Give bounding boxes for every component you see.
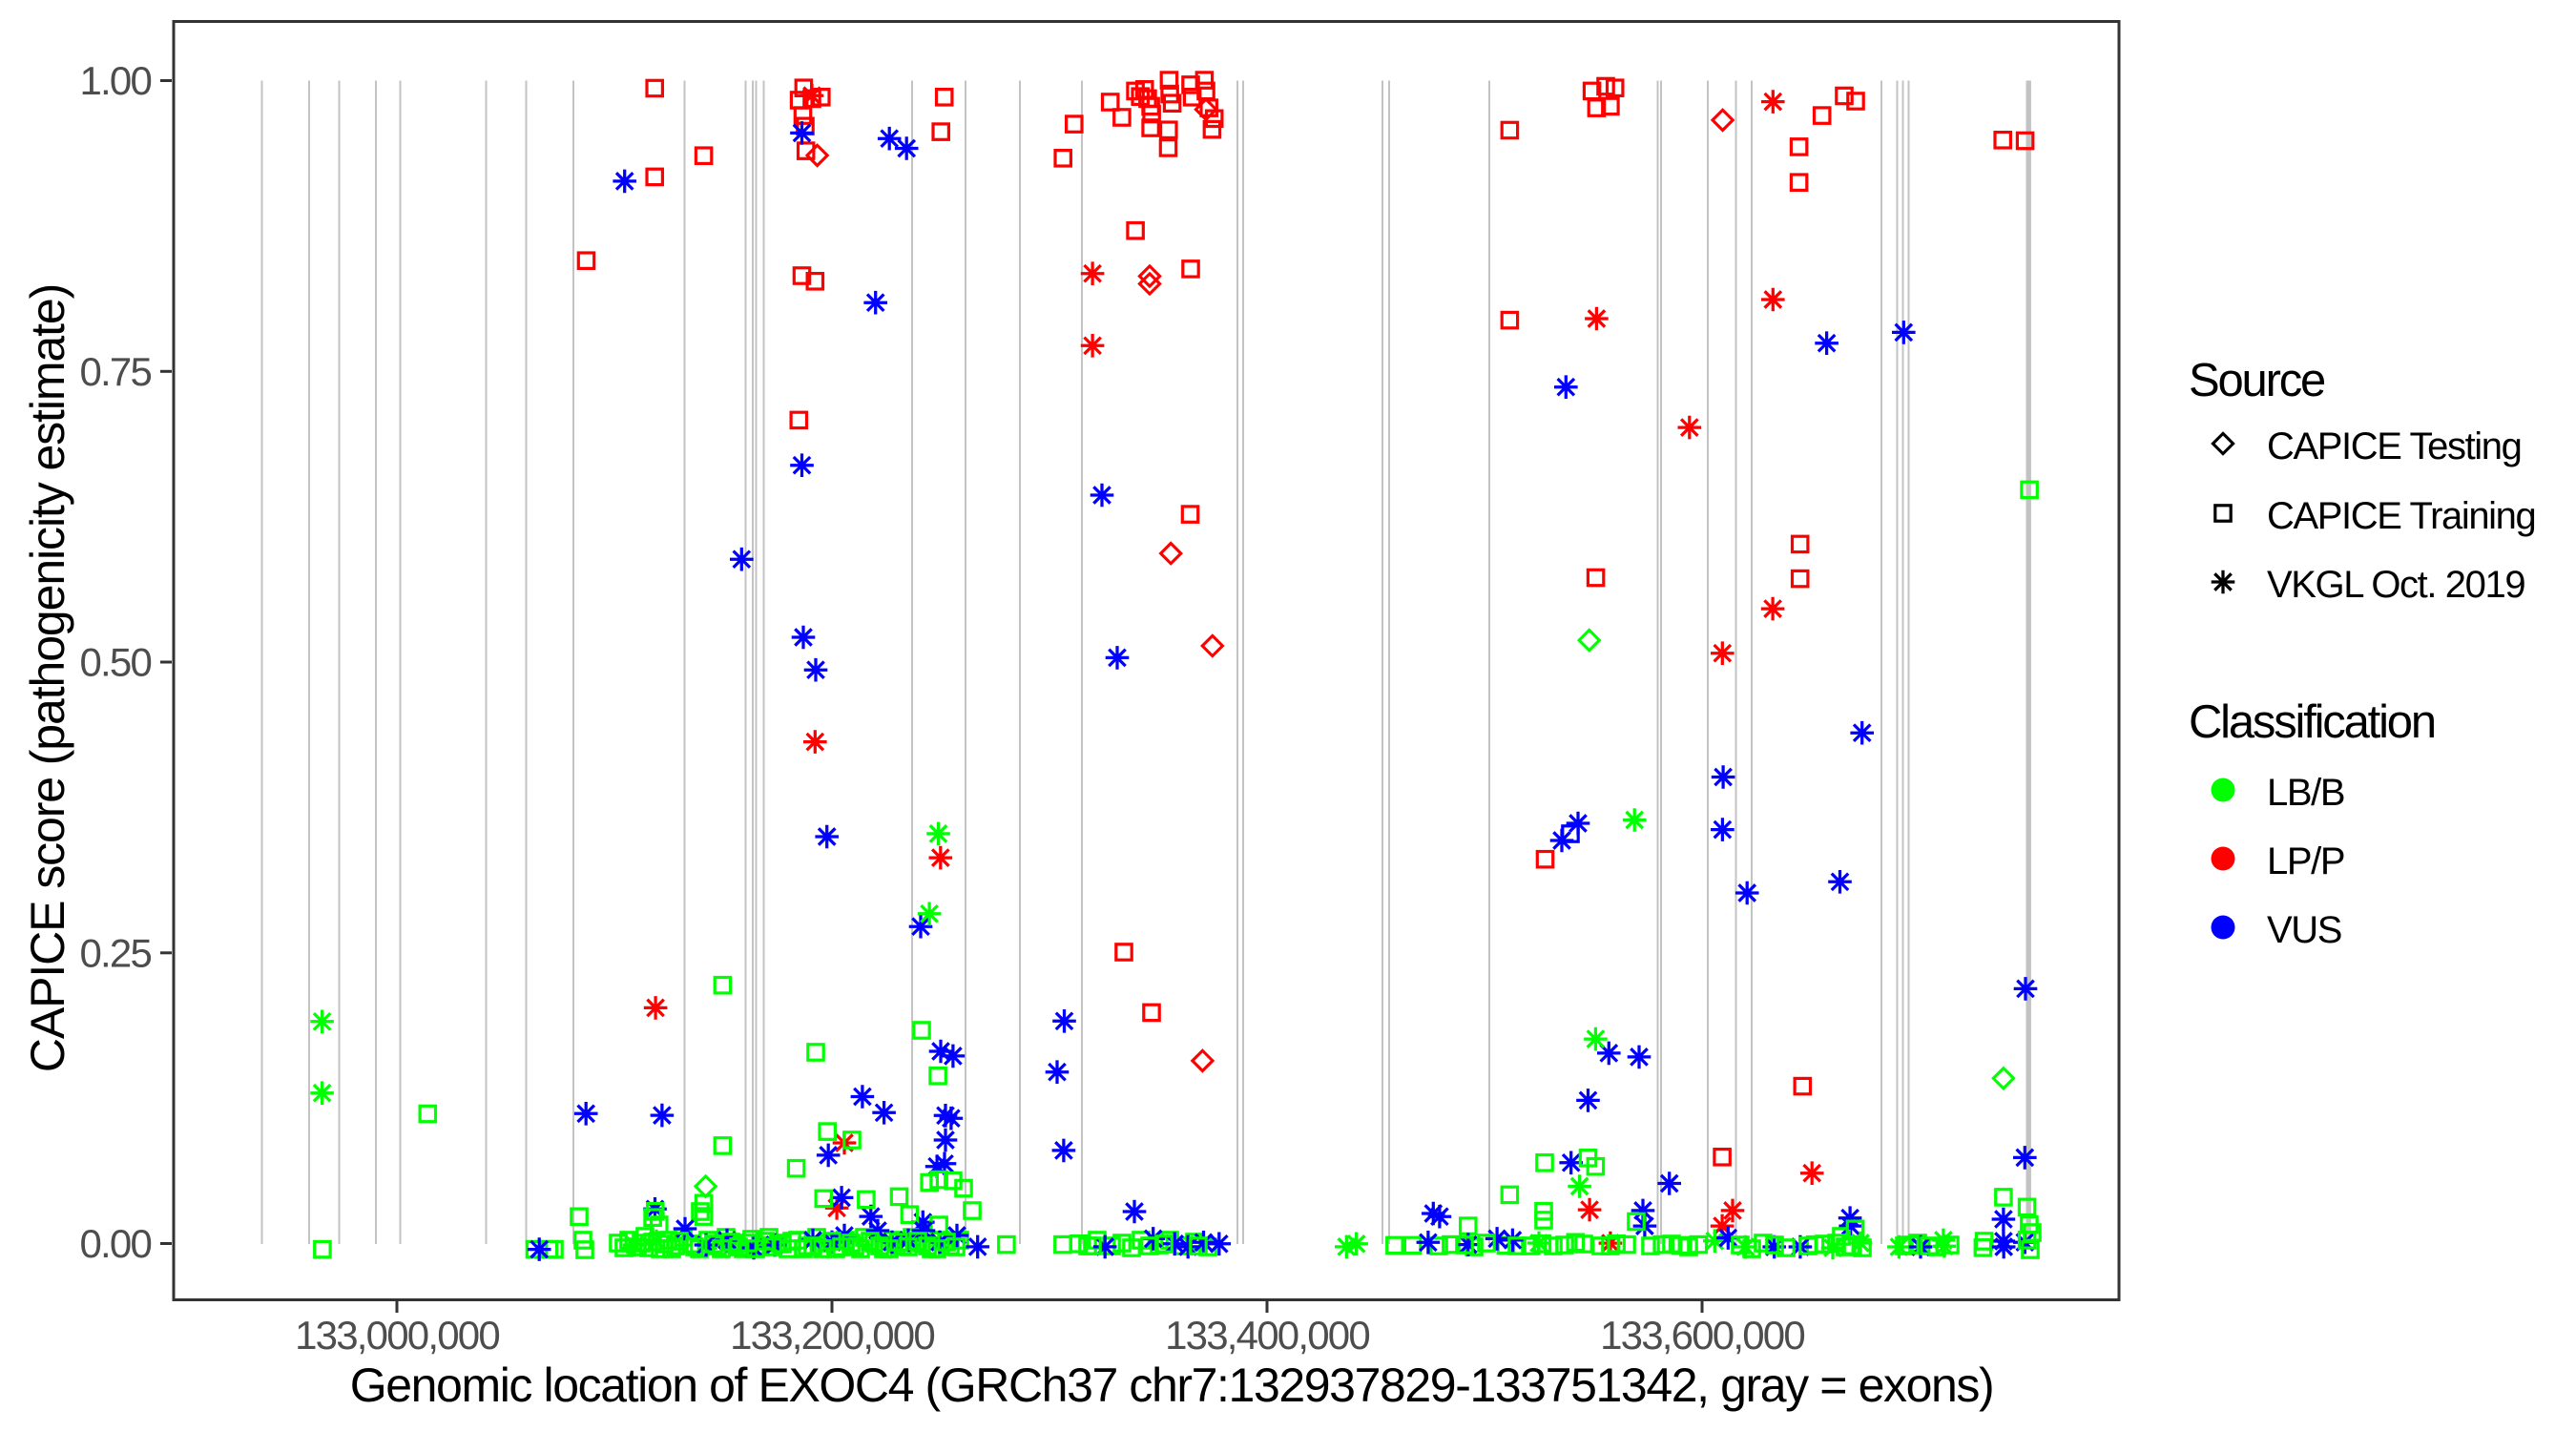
svg-text:CAPICE Testing: CAPICE Testing [2267,425,2521,467]
svg-text:LP/P: LP/P [2267,840,2344,882]
svg-text:VUS: VUS [2267,909,2341,951]
svg-text:0.75: 0.75 [79,349,151,394]
svg-text:133,200,000: 133,200,000 [730,1313,934,1358]
svg-text:LB/B: LB/B [2267,772,2344,814]
svg-text:0.00: 0.00 [79,1221,151,1266]
svg-text:Source: Source [2189,355,2325,406]
svg-text:1.00: 1.00 [79,58,151,103]
svg-text:CAPICE score (pathogenicity es: CAPICE score (pathogenicity estimate) [21,284,74,1072]
svg-text:CAPICE Training: CAPICE Training [2267,495,2535,537]
svg-text:0.50: 0.50 [79,640,151,685]
svg-text:VKGL Oct. 2019: VKGL Oct. 2019 [2267,564,2524,606]
svg-text:133,000,000: 133,000,000 [295,1313,499,1358]
svg-text:Classification: Classification [2189,696,2435,748]
svg-text:Genomic location of EXOC4 (GRC: Genomic location of EXOC4 (GRCh37 chr7:1… [350,1358,1994,1412]
svg-text:133,600,000: 133,600,000 [1600,1313,1804,1358]
svg-text:0.25: 0.25 [79,930,151,975]
svg-text:133,400,000: 133,400,000 [1165,1313,1369,1358]
